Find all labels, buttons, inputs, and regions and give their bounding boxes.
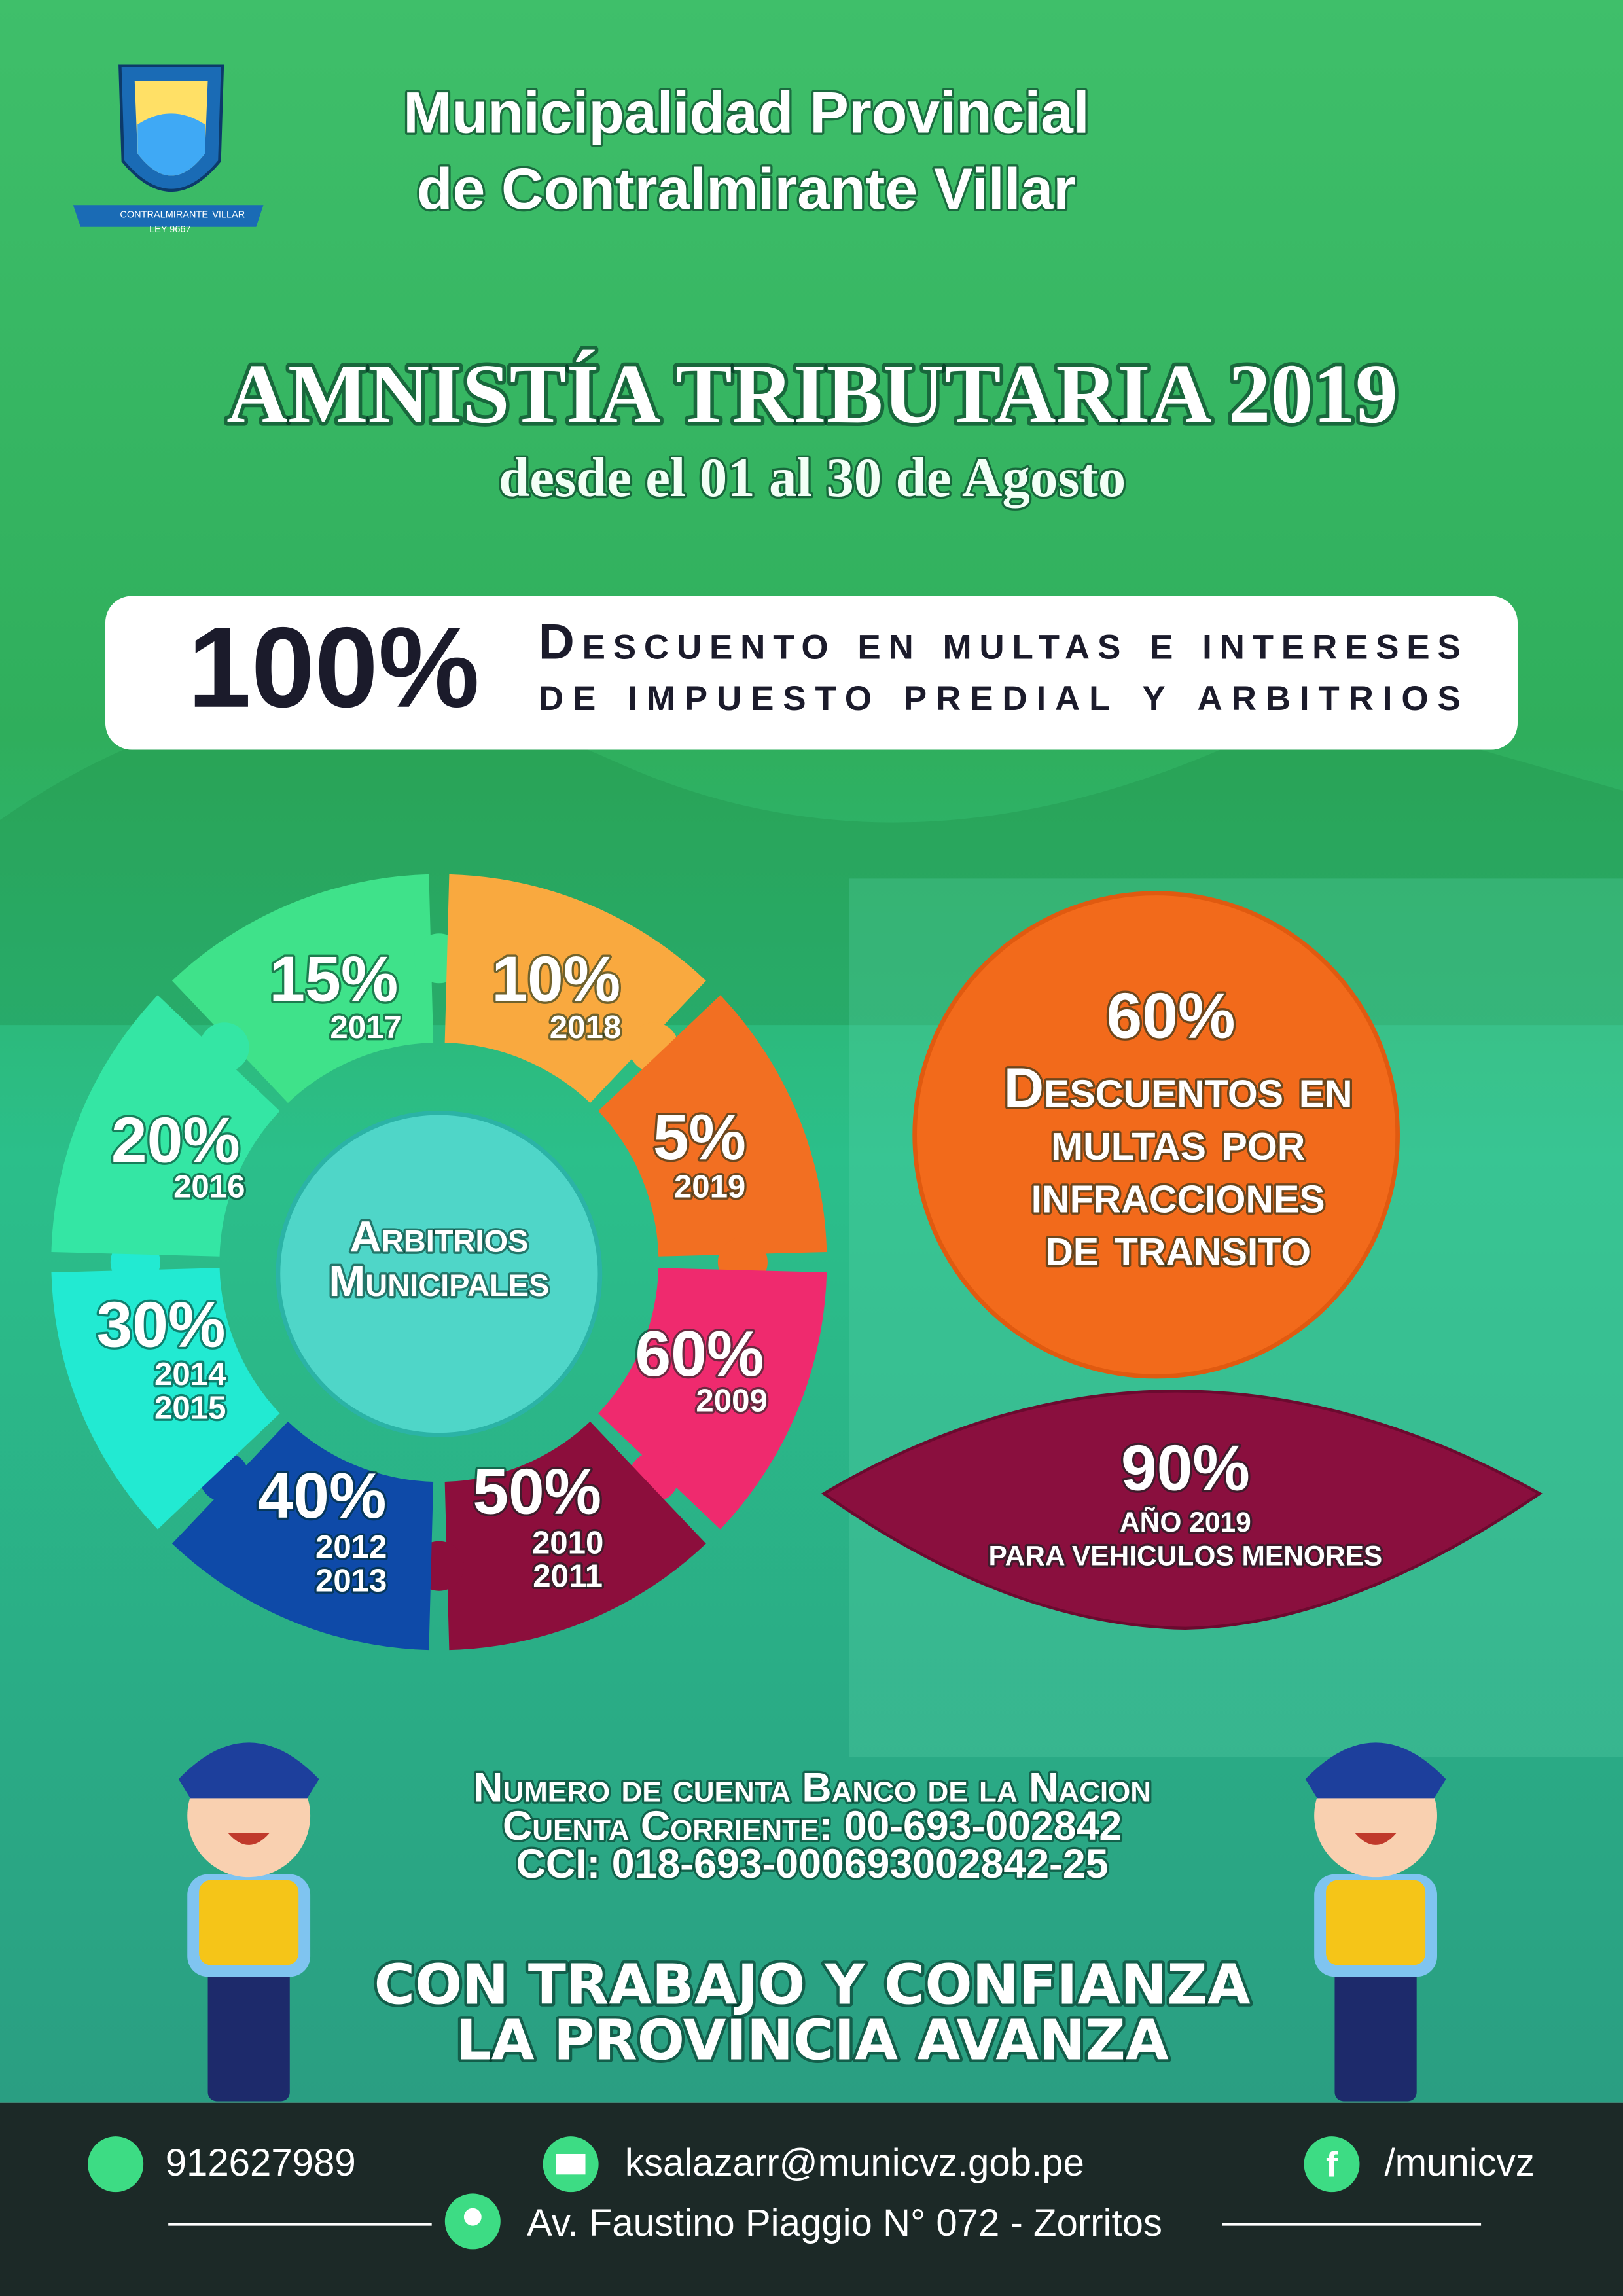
segment-percent: 10% xyxy=(491,942,620,1014)
transit-line: infracciones xyxy=(1031,1163,1325,1225)
puzzle-knob xyxy=(199,1022,249,1073)
mascot-mouth xyxy=(228,1833,270,1845)
segment-percent: 50% xyxy=(473,1455,601,1527)
mascot-mouth xyxy=(1355,1833,1397,1845)
logo-text: VILLAR xyxy=(212,210,245,221)
org-title: Municipalidad Provincial xyxy=(403,80,1090,145)
bank-line: Numero de cuenta Banco de la Nacion xyxy=(473,1765,1151,1811)
segment-year: 2009 xyxy=(696,1382,767,1418)
segment-year: 2013 xyxy=(315,1562,387,1598)
mascots xyxy=(178,1742,1446,2102)
segment-year: 2014 xyxy=(154,1356,226,1392)
mascot-cap xyxy=(178,1742,319,1799)
segment-year: 2016 xyxy=(173,1169,245,1205)
phone: 912627989 xyxy=(166,2142,356,2184)
location-glyph xyxy=(463,2208,482,2226)
puzzle-piece xyxy=(444,1421,706,1651)
banner-percent: 100% xyxy=(188,603,480,731)
center-circle xyxy=(276,1110,603,1437)
address: Av. Faustino Piaggio N° 072 - Zorritos xyxy=(527,2202,1162,2244)
logo-text: LEY 9667 xyxy=(149,224,190,235)
banner xyxy=(105,596,1518,750)
segment-year: 2017 xyxy=(330,1009,401,1045)
logo-text: CONTRALMIRANTE xyxy=(120,210,208,221)
special-percent: 90% xyxy=(1121,1432,1250,1504)
segment-percent: 30% xyxy=(97,1288,226,1360)
transit-line: de transito xyxy=(1045,1215,1311,1278)
transit-circle xyxy=(912,891,1400,1379)
facebook-glyph: f xyxy=(1326,2145,1338,2184)
segment-percent: 20% xyxy=(111,1104,240,1176)
mascot-cap xyxy=(1305,1742,1446,1799)
email-glyph xyxy=(556,2153,586,2175)
banner-line: Descuento en multas e intereses xyxy=(539,615,1461,670)
segment-percent: 40% xyxy=(258,1460,387,1532)
segment-year: 2018 xyxy=(550,1009,621,1045)
facebook-icon xyxy=(1304,2136,1360,2193)
transit-line: multas por xyxy=(1051,1110,1305,1172)
puzzle-piece xyxy=(51,1268,280,1530)
segment-percent: 15% xyxy=(269,942,398,1014)
transit-percent: 60% xyxy=(1107,979,1236,1051)
segment-percent: 60% xyxy=(635,1318,764,1390)
transit-line: Descuentos en xyxy=(1004,1057,1353,1119)
special-line: PARA VEHICULOS MENORES xyxy=(988,1541,1382,1572)
segment-year: 2010 xyxy=(532,1524,603,1560)
center-label: Arbitrios xyxy=(349,1213,528,1262)
org-title: de Contralmirante Villar xyxy=(417,156,1076,221)
email[interactable]: ksalazarr@municvz.gob.pe xyxy=(625,2142,1084,2184)
mascot-vest xyxy=(199,1880,299,1965)
slogan-line: CON TRABAJO Y CONFIANZA xyxy=(374,1953,1251,2018)
segment-year: 2015 xyxy=(154,1390,226,1426)
segment-year: 2012 xyxy=(315,1529,387,1565)
special-line: AÑO 2019 xyxy=(1120,1507,1251,1538)
bank-line: CCI: 018-693-000693002842-25 xyxy=(516,1841,1109,1887)
segment-year: 2011 xyxy=(533,1558,603,1594)
puzzle-piece xyxy=(598,995,827,1257)
mascot-vest xyxy=(1326,1880,1426,1965)
slogan-line: LA PROVINCIA AVANZA xyxy=(456,2009,1169,2073)
facebook[interactable]: /municvz xyxy=(1384,2142,1534,2184)
logo xyxy=(73,64,264,227)
footer xyxy=(0,2102,1623,2296)
segment-year: 2019 xyxy=(674,1169,745,1205)
center-label: Municipales xyxy=(329,1257,549,1306)
mascot-legs xyxy=(207,1962,290,2102)
subtitle: desde el 01 al 30 de Agosto xyxy=(499,447,1126,509)
phone-icon xyxy=(88,2136,144,2193)
segment-percent: 5% xyxy=(653,1101,746,1173)
main-title: AMNISTÍA TRIBUTARIA 2019 xyxy=(226,347,1398,441)
special-banner xyxy=(821,1390,1543,1630)
bank-line: Cuenta Corriente: 00-693-002842 xyxy=(503,1803,1122,1849)
mascot-legs xyxy=(1334,1962,1417,2102)
